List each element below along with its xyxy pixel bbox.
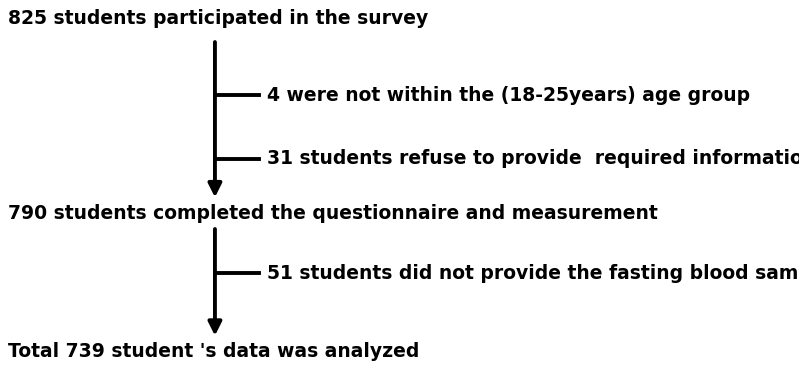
Text: Total 739 student 's data was analyzed: Total 739 student 's data was analyzed: [8, 342, 419, 361]
Text: 31 students refuse to provide  required information: 31 students refuse to provide required i…: [267, 150, 799, 168]
Text: 51 students did not provide the fasting blood sample: 51 students did not provide the fasting …: [267, 264, 799, 282]
Text: 790 students completed the questionnaire and measurement: 790 students completed the questionnaire…: [8, 204, 658, 223]
Text: 825 students participated in the survey: 825 students participated in the survey: [8, 9, 428, 28]
Text: 4 were not within the (18-25years) age group: 4 were not within the (18-25years) age g…: [267, 86, 750, 105]
